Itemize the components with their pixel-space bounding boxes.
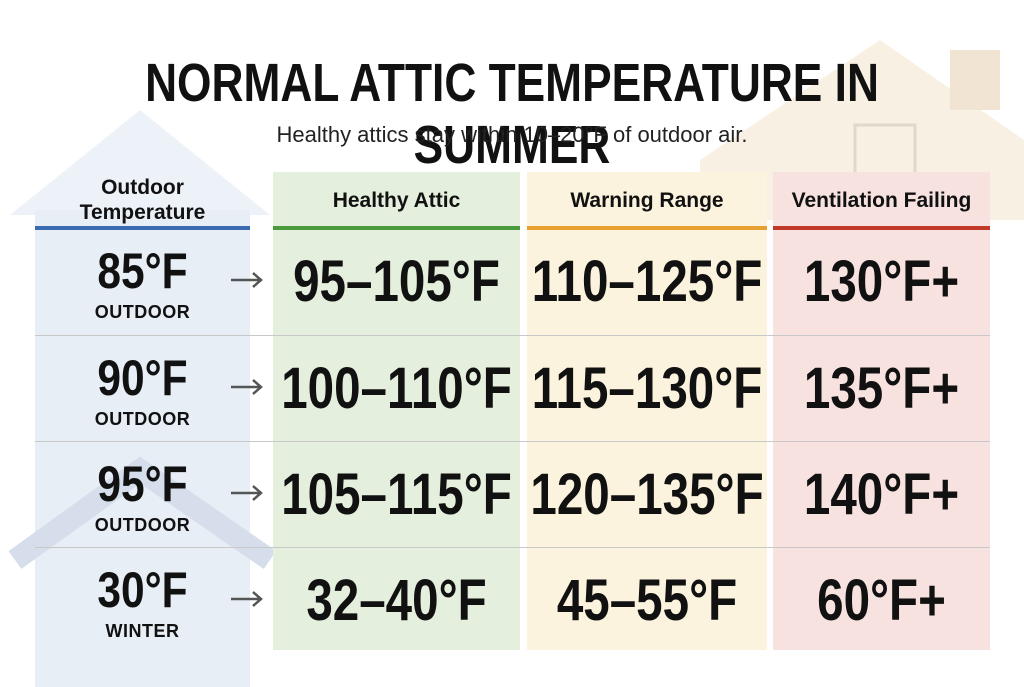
row-separator [35,547,990,548]
range-cell: 110–125°F [531,248,763,314]
outdoor-note: WINTER [105,621,180,641]
header-underline [527,226,767,230]
range-cell: 32–40°F [306,567,487,633]
range-cell: 100–110°F [281,355,512,421]
arrow [231,591,263,607]
range-cell: 135°F+ [803,355,960,421]
outdoor-temp: 90°F [97,350,188,406]
column-header: Outdoor Temperature [79,176,206,224]
column-header: Ventilation Failing [791,188,972,212]
column-header: Warning Range [570,188,724,212]
range-cell: 45–55°F [556,567,738,633]
range-cell: 140°F+ [803,461,960,527]
healthy-column [273,172,520,650]
subtitle: Healthy attics stay within 10–20°F of ou… [276,122,748,147]
row-separator [35,441,990,442]
outdoor-temp: 85°F [97,243,188,299]
arrow [231,379,263,395]
header-underline [35,226,250,230]
outdoor-temp: 30°F [97,562,188,618]
range-cell: 130°F+ [803,248,960,314]
failing-column [773,172,990,650]
arrow [231,485,263,501]
header-underline [773,226,990,230]
warning-column [527,172,767,650]
arrow [231,272,263,288]
row-separator [35,335,990,336]
outdoor-note: OUTDOOR [94,409,191,429]
header-underline [273,226,520,230]
outdoor-temp: 95°F [97,456,188,512]
range-cell: 120–135°F [530,461,764,527]
range-cell: 115–130°F [531,355,763,421]
title: NORMAL ATTIC TEMPERATURE IN SUMMER [145,53,879,175]
outdoor-note: OUTDOOR [94,302,191,322]
column-header: Healthy Attic [332,188,461,212]
outdoor-note: OUTDOOR [94,515,191,535]
range-cell: 60°F+ [817,567,946,633]
range-cell: 95–105°F [293,248,500,314]
range-cell: 105–115°F [281,461,512,527]
